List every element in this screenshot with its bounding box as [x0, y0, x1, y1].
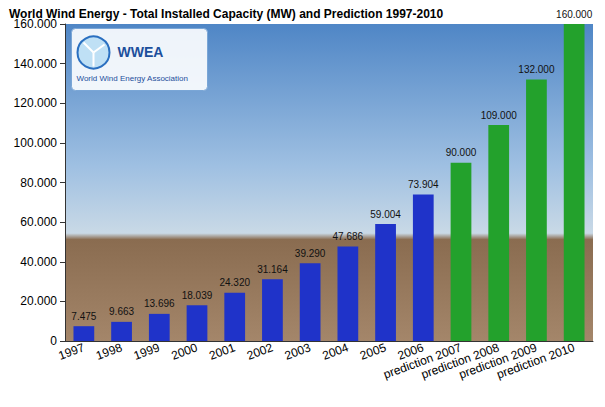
svg-text:132.000: 132.000	[518, 64, 555, 75]
svg-text:2005: 2005	[358, 340, 388, 362]
svg-text:2000: 2000	[170, 340, 200, 362]
svg-text:9.663: 9.663	[109, 306, 134, 317]
svg-text:20.000: 20.000	[20, 294, 57, 308]
svg-text:160.000: 160.000	[13, 17, 57, 31]
svg-text:1999: 1999	[132, 340, 162, 362]
svg-text:13.696: 13.696	[144, 298, 175, 309]
svg-text:2004: 2004	[320, 340, 350, 362]
svg-text:73.904: 73.904	[408, 179, 439, 190]
svg-text:80.000: 80.000	[20, 176, 57, 190]
svg-text:160.000: 160.000	[556, 9, 593, 20]
svg-text:2006: 2006	[395, 340, 426, 363]
svg-text:prediction 2007: prediction 2007	[381, 340, 464, 382]
svg-text:47.686: 47.686	[333, 231, 364, 242]
svg-text:60.000: 60.000	[20, 215, 57, 229]
svg-text:140.000: 140.000	[14, 57, 58, 71]
svg-text:7.475: 7.475	[71, 311, 96, 322]
svg-text:18.039: 18.039	[182, 290, 213, 301]
svg-text:2002: 2002	[245, 340, 275, 362]
svg-text:World Wind Energy - Total Inst: World Wind Energy - Total Installed Capa…	[9, 7, 444, 21]
svg-text:40.000: 40.000	[20, 255, 57, 269]
svg-text:109.000: 109.000	[481, 110, 518, 121]
svg-text:prediction 2010: prediction 2010	[495, 340, 577, 381]
svg-text:90.000: 90.000	[446, 147, 477, 158]
svg-text:100.000: 100.000	[14, 136, 58, 150]
svg-text:prediction 2009: prediction 2009	[456, 340, 539, 382]
svg-text:1997: 1997	[56, 340, 86, 362]
svg-text:prediction 2008: prediction 2008	[419, 340, 502, 382]
svg-text:39.290: 39.290	[295, 248, 326, 259]
svg-text:31.164: 31.164	[257, 264, 288, 275]
svg-text:1998: 1998	[94, 340, 124, 362]
svg-text:World Wind Energy Association: World Wind Energy Association	[77, 74, 188, 83]
svg-text:120.000: 120.000	[14, 96, 58, 110]
svg-text:59.004: 59.004	[370, 209, 401, 220]
svg-text:0: 0	[50, 334, 57, 348]
svg-text:24.320: 24.320	[219, 277, 250, 288]
svg-text:WWEA: WWEA	[118, 44, 164, 60]
svg-text:2001: 2001	[207, 340, 237, 362]
svg-text:2003: 2003	[283, 340, 313, 362]
